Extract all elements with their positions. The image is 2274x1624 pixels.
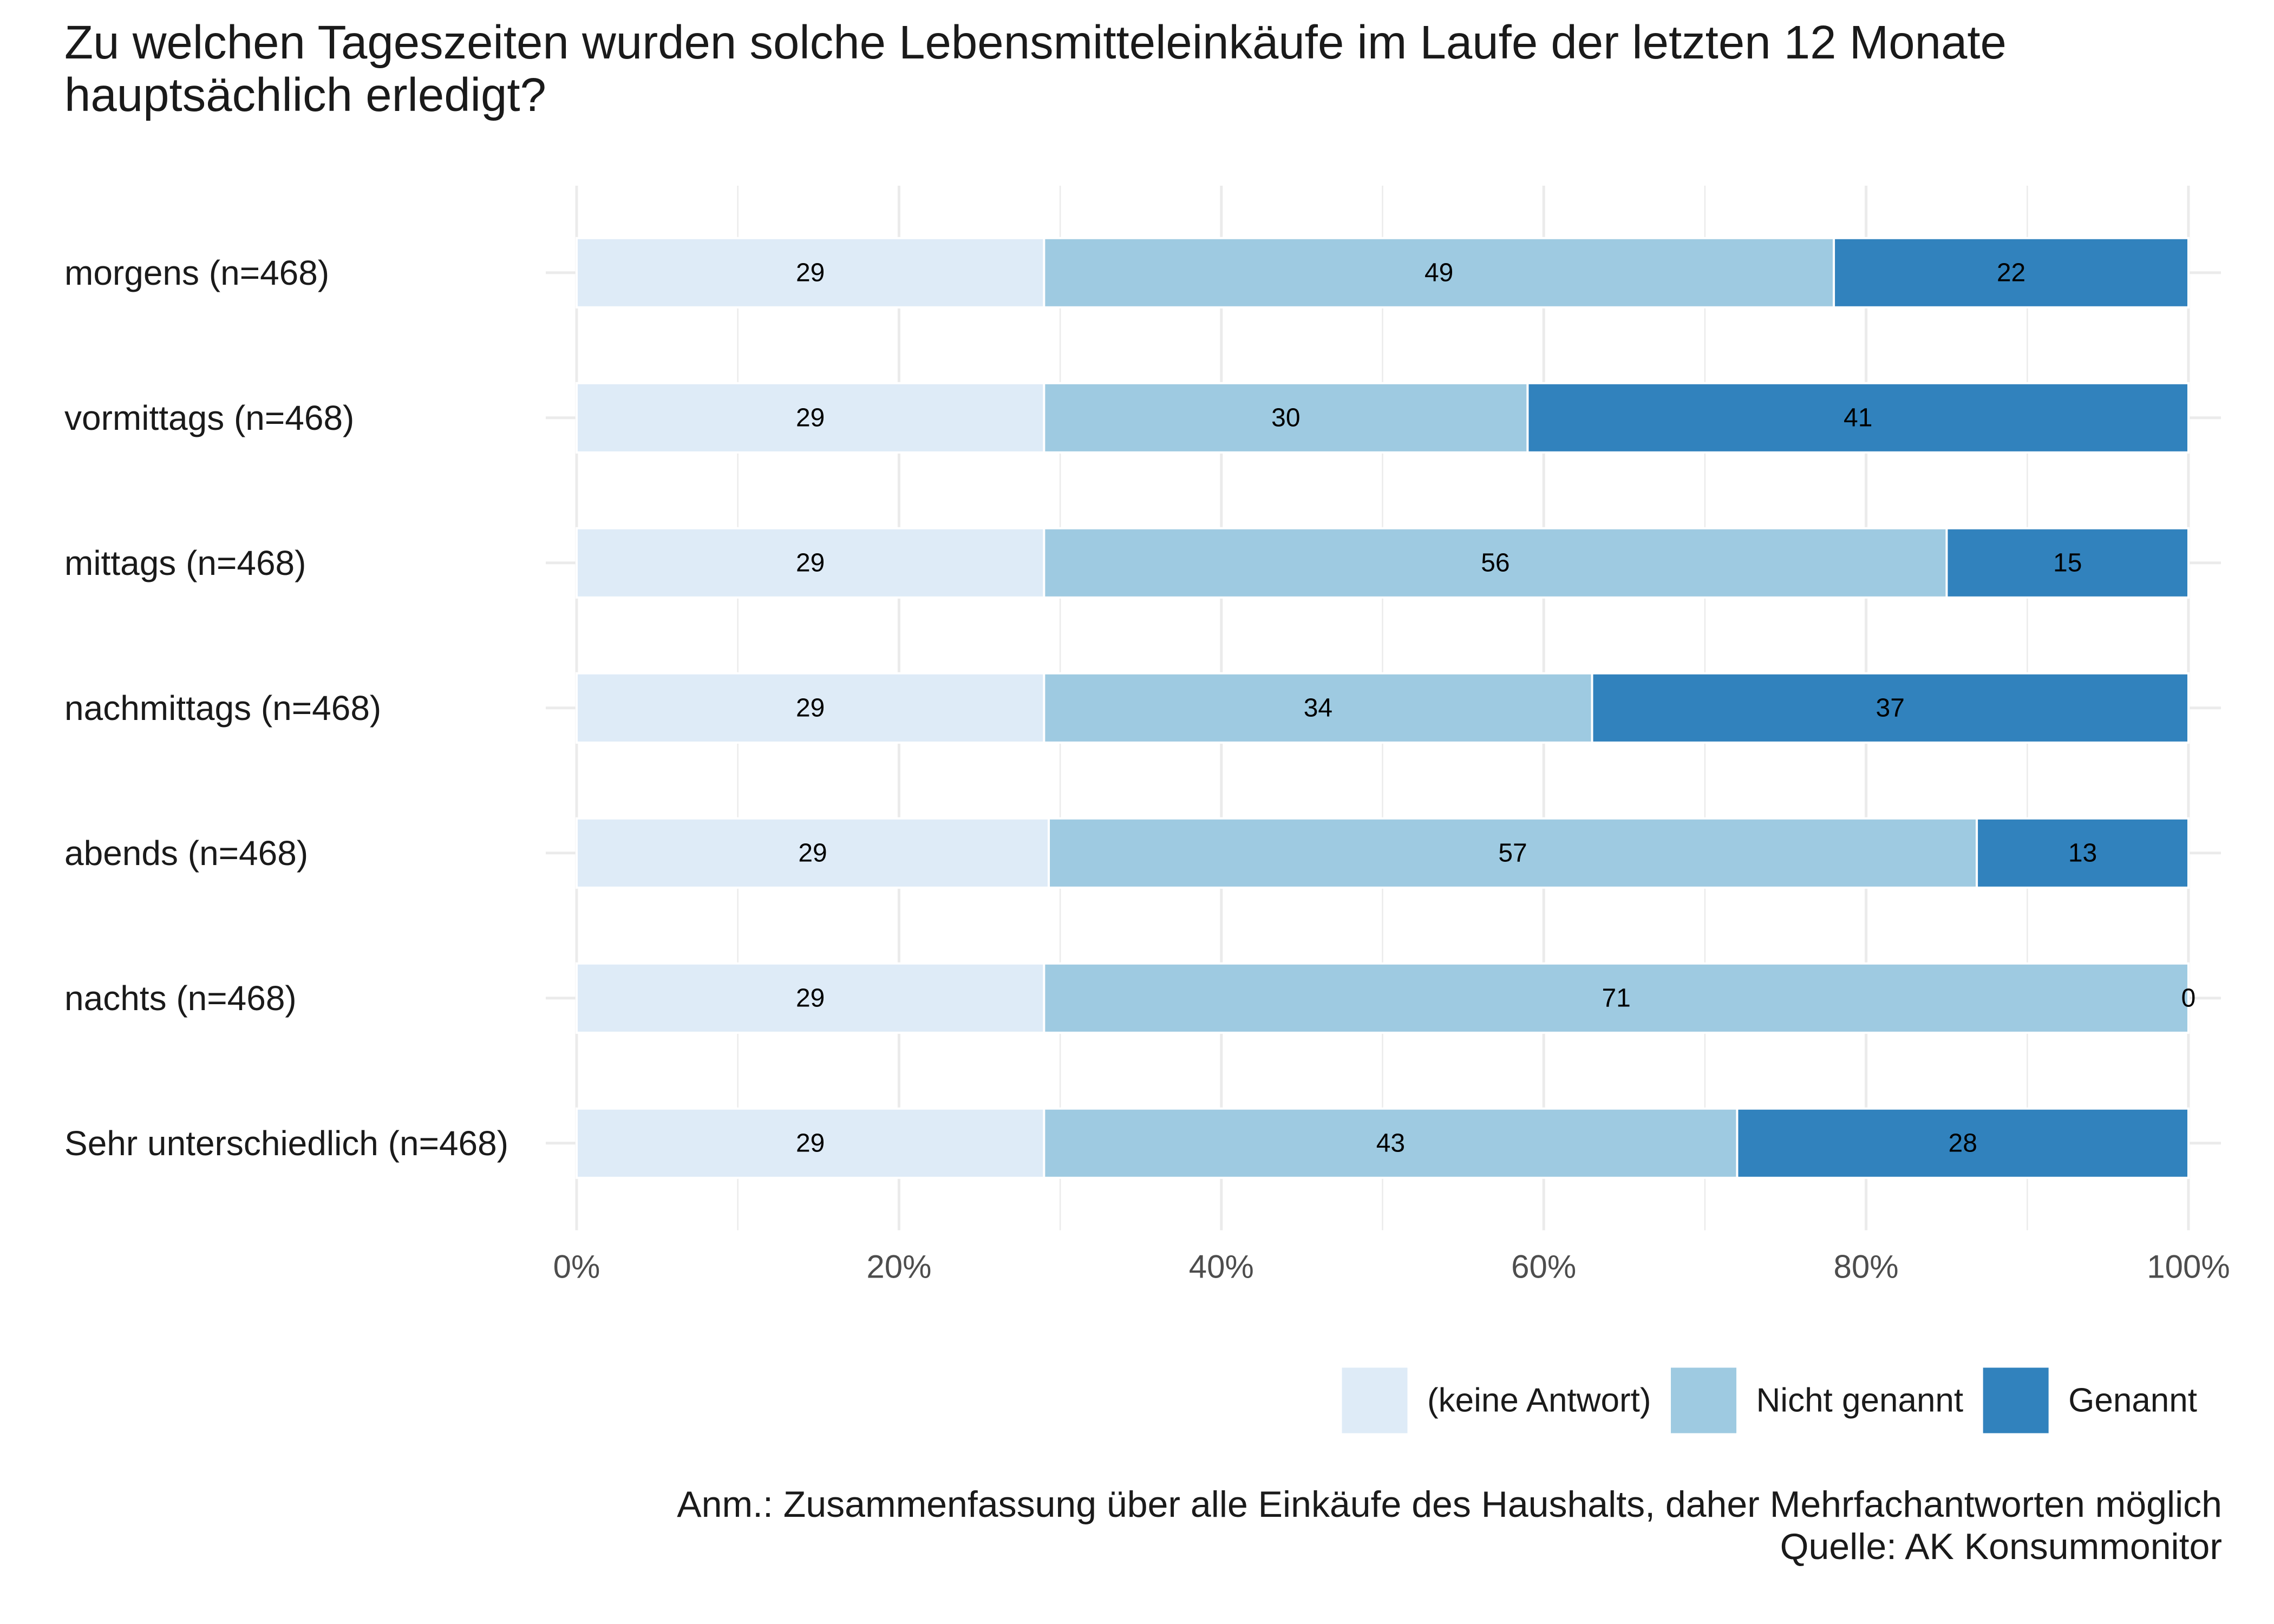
data-label-nicht-genannt-row-1: 49	[1424, 258, 1453, 287]
data-label-keine-antwort-row-7: 29	[796, 1129, 825, 1157]
data-label-genannt-row-1: 22	[1997, 258, 2025, 287]
bar-segment-genannt-row-4	[1591, 672, 2190, 744]
bar-segment-nicht-genannt-row-3	[1043, 527, 1948, 599]
bar-segment-keine-antwort-row-2	[576, 382, 1045, 454]
y-axis-label: abends (n=468)	[64, 834, 308, 873]
legend-label-nicht-genannt: Nicht genannt	[1756, 1382, 1964, 1419]
x-axis-tick-label: 20%	[866, 1249, 931, 1285]
x-axis-tick-label: 0%	[553, 1249, 600, 1285]
y-axis-label: nachmittags (n=468)	[64, 689, 381, 728]
bar-segment-keine-antwort-row-6	[576, 962, 1045, 1034]
bar-segment-nicht-genannt-row-7	[1043, 1107, 1739, 1179]
bar-segment-genannt-row-2	[1526, 382, 2190, 454]
caption: Anm.: Zusammenfassung über alle Einkäufe…	[677, 1483, 2222, 1568]
data-label-genannt-row-3: 15	[2053, 548, 2082, 577]
data-label-nicht-genannt-row-2: 30	[1271, 403, 1300, 432]
bar-segment-genannt-row-3	[1945, 527, 2190, 599]
legend-label-genannt: Genannt	[2068, 1382, 2197, 1419]
data-label-keine-antwort-row-1: 29	[796, 258, 825, 287]
data-label-nicht-genannt-row-7: 43	[1376, 1129, 1405, 1157]
x-axis-tick-label: 60%	[1511, 1249, 1576, 1285]
data-label-genannt-row-5: 13	[2068, 839, 2097, 867]
y-axis-label: nachts (n=468)	[64, 979, 297, 1018]
data-label-keine-antwort-row-3: 29	[796, 548, 825, 577]
bar-segment-genannt-row-1	[1833, 237, 2190, 309]
legend-key-genannt	[1981, 1366, 2050, 1435]
legend-label-keine-antwort: (keine Antwort)	[1427, 1382, 1651, 1419]
data-label-genannt-row-7: 28	[1949, 1129, 1977, 1157]
x-axis-tick-label: 40%	[1189, 1249, 1254, 1285]
legend-key-nicht-genannt	[1669, 1366, 1739, 1435]
bar-segment-keine-antwort-row-5	[576, 817, 1050, 889]
caption-note: Anm.: Zusammenfassung über alle Einkäufe…	[677, 1484, 2222, 1525]
data-label-nicht-genannt-row-5: 57	[1498, 839, 1527, 867]
data-label-genannt-row-6: 0	[2181, 984, 2196, 1012]
data-labels-layer: 29 49 22 29 30 41 29 56 15 29 34 37 29 57 13 29 71 0 29 43 2…	[796, 258, 2195, 1157]
legend: (keine Antwort) Nicht genannt Genannt	[1340, 1366, 2197, 1435]
data-label-genannt-row-4: 37	[1876, 693, 1905, 722]
data-label-genannt-row-2: 41	[1844, 403, 1872, 432]
chart-title: Zu welchen Tageszeiten wurden solche Leb…	[64, 16, 2007, 121]
y-axis-label: Sehr unterschiedlich (n=468)	[64, 1124, 508, 1163]
data-label-keine-antwort-row-4: 29	[796, 693, 825, 722]
data-label-keine-antwort-row-6: 29	[796, 984, 825, 1012]
legend-item-genannt: Genannt	[1981, 1366, 2197, 1435]
data-label-nicht-genannt-row-4: 34	[1304, 693, 1332, 722]
caption-source: Quelle: AK Konsummonitor	[1780, 1526, 2222, 1567]
legend-key-keine-antwort	[1340, 1366, 1409, 1435]
bar-segment-nicht-genannt-row-5	[1048, 817, 1978, 889]
bar-segment-genannt-row-7	[1736, 1107, 2190, 1179]
legend-item-nicht-genannt: Nicht genannt	[1669, 1366, 1964, 1435]
bar-segment-nicht-genannt-row-6	[1043, 962, 2190, 1034]
x-axis-tick-label: 80%	[1834, 1249, 1899, 1285]
data-label-keine-antwort-row-5: 29	[798, 839, 827, 867]
bar-segment-nicht-genannt-row-1	[1043, 237, 1835, 309]
bar-segment-keine-antwort-row-7	[576, 1107, 1045, 1179]
bar-segment-keine-antwort-row-4	[576, 672, 1045, 744]
y-axis-label: mittags (n=468)	[64, 543, 306, 582]
data-label-nicht-genannt-row-3: 56	[1481, 548, 1510, 577]
y-axis-label: morgens (n=468)	[64, 253, 329, 292]
data-label-nicht-genannt-row-6: 71	[1602, 984, 1630, 1012]
bars-layer	[576, 237, 2190, 1179]
y-axis-label: vormittags (n=468)	[64, 398, 354, 437]
x-axis-tick-label: 100%	[2147, 1249, 2230, 1285]
x-axis: 0% 20% 40% 60% 80% 100%	[553, 1249, 2230, 1285]
data-label-keine-antwort-row-2: 29	[796, 403, 825, 432]
bar-segment-genannt-row-5	[1976, 817, 2190, 889]
legend-item-keine-antwort: (keine Antwort)	[1340, 1366, 1651, 1435]
y-axis: morgens (n=468) vormittags (n=468) mittags…	[64, 253, 508, 1163]
